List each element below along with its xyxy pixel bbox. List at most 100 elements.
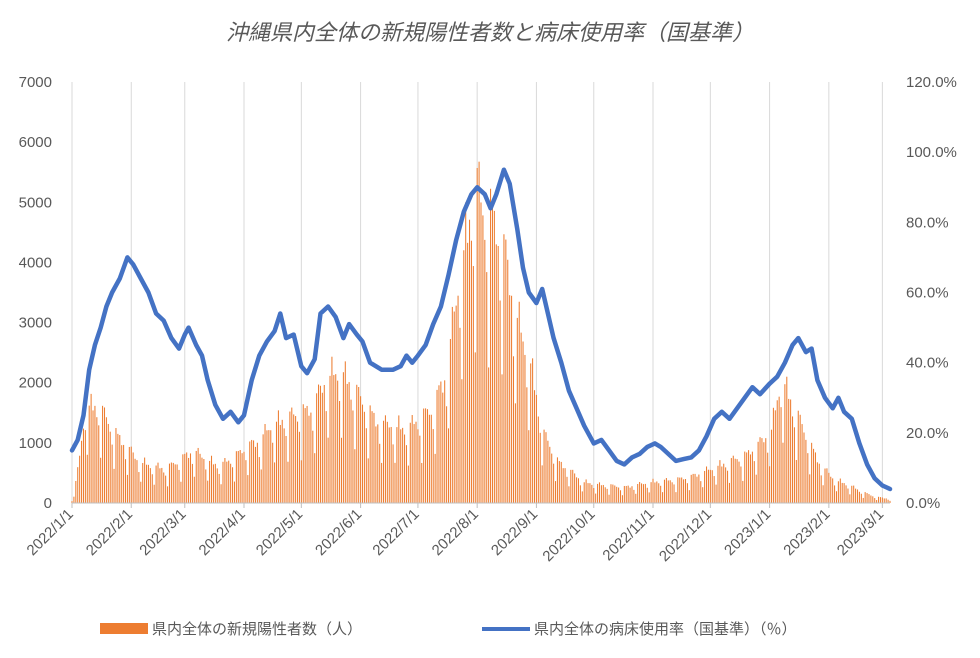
case-bar [446, 406, 448, 503]
case-bar [639, 481, 641, 503]
case-bar [878, 496, 880, 503]
legend-label-occupancy: 県内全体の病床使用率（国基準）（％） [534, 620, 797, 638]
case-bar [818, 463, 820, 503]
case-bar [530, 363, 532, 503]
case-bar [751, 451, 753, 503]
case-bar [130, 446, 132, 503]
case-bar [297, 421, 299, 503]
case-bar [679, 477, 681, 503]
case-bar [126, 474, 128, 503]
case-bar [663, 479, 665, 503]
case-bar [103, 407, 106, 503]
case-bar [352, 410, 354, 503]
case-bar [769, 466, 771, 503]
x-tick-label: 2022/12/1 [656, 506, 715, 565]
case-bar [121, 445, 123, 503]
y-left-tick-label: 2000 [19, 375, 52, 392]
case-bar [728, 482, 730, 503]
case-bar [856, 489, 859, 503]
case-bar [128, 446, 130, 503]
case-bar [866, 493, 868, 503]
case-bar [683, 479, 685, 503]
case-bar [195, 450, 197, 503]
case-bar [467, 242, 469, 503]
case-bar [805, 439, 807, 503]
case-bar [564, 468, 566, 503]
case-bar [623, 485, 625, 503]
case-bar [642, 484, 644, 503]
case-bar [230, 463, 232, 503]
case-bar [142, 463, 144, 503]
case-bar [415, 421, 417, 503]
case-bar [337, 380, 339, 503]
case-bar [444, 380, 446, 503]
case-bar [241, 453, 243, 503]
case-bar [560, 461, 562, 503]
case-bar [837, 481, 839, 503]
case-bar [274, 462, 276, 503]
case-bar [522, 341, 524, 503]
x-tick-label: 2022/6/1 [312, 506, 365, 559]
case-bar [484, 239, 486, 503]
case-bar [81, 440, 83, 503]
case-bar [707, 469, 709, 503]
case-bar [363, 411, 365, 503]
case-bar [671, 482, 673, 503]
case-bar [71, 501, 73, 503]
case-bar [755, 474, 757, 503]
bed-occupancy-line [69, 167, 893, 492]
case-bar [212, 464, 214, 503]
case-bar [232, 467, 234, 503]
case-bar [426, 409, 429, 503]
case-bar [386, 421, 388, 503]
case-bar [308, 415, 310, 503]
case-bar [256, 442, 258, 503]
case-bar [587, 483, 589, 503]
case-bar [233, 481, 235, 503]
case-bar [585, 479, 587, 503]
case-bar [178, 469, 180, 503]
case-bar [361, 404, 364, 503]
left-y-axis-ticks: 0 1000 2000 3000 4000 5000 6000 7000 [19, 74, 52, 512]
case-bar [243, 451, 245, 503]
case-bar [100, 457, 102, 503]
case-bar [260, 469, 262, 503]
case-bar [627, 485, 629, 503]
case-bar [88, 405, 90, 503]
case-bar [702, 487, 704, 503]
case-bar [650, 482, 652, 503]
case-bar [392, 444, 394, 503]
case-bar [694, 473, 696, 503]
case-bar [470, 240, 472, 503]
case-bar [589, 483, 591, 503]
case-bar [270, 430, 272, 503]
case-bar [149, 468, 151, 503]
case-bar [237, 450, 239, 503]
case-bar [782, 442, 784, 503]
case-bar [346, 383, 348, 503]
case-bar [388, 427, 390, 503]
case-bar [692, 473, 694, 503]
case-bar [222, 461, 224, 503]
case-bar [675, 492, 677, 503]
case-bar [113, 468, 115, 503]
case-bar [610, 484, 612, 503]
y-left-tick-label: 3000 [19, 315, 52, 332]
case-bar [407, 465, 409, 503]
case-bar [107, 423, 109, 503]
case-bar [275, 421, 278, 503]
case-bar [793, 427, 795, 503]
case-bar [774, 410, 776, 503]
case-bar [304, 408, 306, 503]
case-bar [272, 442, 274, 503]
case-bar [621, 495, 623, 503]
case-bar [618, 487, 620, 503]
case-bar [251, 439, 253, 503]
case-bar [816, 462, 818, 503]
case-bar [497, 245, 499, 503]
case-bar [757, 441, 759, 503]
case-bar [753, 461, 755, 503]
case-bar [174, 464, 176, 503]
x-tick-label: 2022/2/1 [83, 506, 136, 559]
case-bar [147, 464, 149, 503]
